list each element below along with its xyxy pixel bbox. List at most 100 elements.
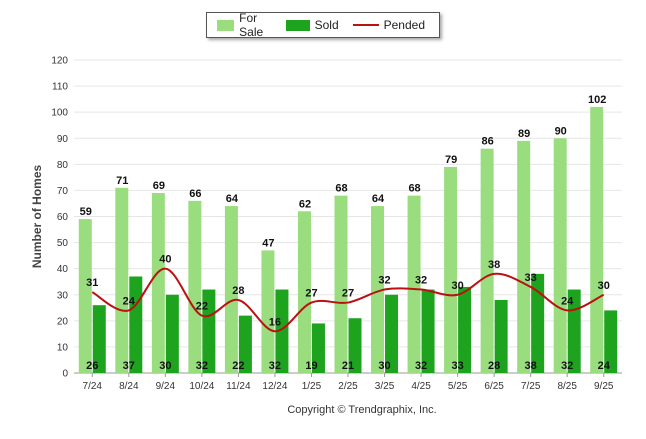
- bar-for-sale: [517, 140, 531, 373]
- bar-sold: [458, 286, 472, 373]
- data-label-for-sale: 66: [189, 188, 201, 200]
- y-tick-label: 10: [57, 342, 69, 353]
- bar-for-sale: [480, 148, 494, 373]
- data-label-pended: 22: [196, 301, 208, 313]
- legend-label-for-sale: For Sale: [239, 11, 264, 39]
- x-tick-label: 2/25: [338, 381, 358, 392]
- x-tick-label: 8/25: [557, 381, 577, 392]
- data-label-for-sale: 86: [482, 136, 494, 148]
- data-label-for-sale: 64: [226, 193, 239, 205]
- data-label-pended: 24: [123, 295, 136, 307]
- copyright-text: Copyright © Trendgraphix, Inc.: [287, 404, 436, 416]
- data-label-for-sale: 79: [445, 154, 457, 166]
- bar-sold: [604, 310, 618, 373]
- bar-sold: [348, 318, 362, 373]
- data-label-pended: 16: [269, 316, 281, 328]
- data-label-for-sale: 90: [555, 125, 567, 137]
- legend-swatch-pended: [352, 24, 379, 26]
- x-tick-label: 9/25: [594, 381, 614, 392]
- x-tick-label: 12/24: [262, 381, 287, 392]
- data-label-sold: 37: [123, 360, 135, 372]
- data-label-pended: 32: [415, 275, 427, 287]
- y-axis-title: Number of Homes: [30, 165, 44, 269]
- data-label-sold: 32: [269, 360, 281, 372]
- data-label-for-sale: 59: [80, 206, 92, 218]
- bar-sold: [385, 294, 399, 373]
- data-label-for-sale: 68: [335, 183, 347, 195]
- data-label-sold: 24: [598, 360, 611, 372]
- bar-for-sale: [261, 250, 275, 373]
- data-label-sold: 32: [196, 360, 208, 372]
- x-tick-label: 8/24: [119, 381, 139, 392]
- bar-for-sale: [590, 106, 604, 373]
- x-tick-label: 5/25: [448, 381, 468, 392]
- y-tick-label: 0: [62, 369, 68, 380]
- x-tick-label: 6/25: [484, 381, 504, 392]
- legend-label-sold: Sold: [314, 18, 339, 32]
- data-label-pended: 32: [378, 275, 390, 287]
- data-label-pended: 38: [488, 259, 500, 271]
- y-tick-label: 70: [57, 186, 69, 197]
- data-label-sold: 28: [488, 360, 500, 372]
- data-label-sold: 26: [86, 360, 98, 372]
- bar-for-sale: [188, 200, 202, 373]
- legend-item-pended[interactable]: Pended: [352, 18, 425, 32]
- data-label-sold: 30: [159, 360, 171, 372]
- bar-for-sale: [151, 193, 165, 373]
- legend: For Sale Sold Pended: [206, 11, 440, 39]
- data-label-sold: 19: [305, 360, 317, 372]
- y-tick-label: 20: [57, 316, 69, 327]
- x-tick-label: 9/24: [156, 381, 176, 392]
- data-label-pended: 33: [525, 272, 537, 284]
- y-tick-label: 40: [57, 264, 69, 275]
- legend-label-pended: Pended: [383, 18, 425, 32]
- x-tick-label: 4/25: [411, 381, 431, 392]
- y-tick-label: 80: [57, 160, 69, 171]
- data-label-for-sale: 47: [262, 237, 274, 249]
- legend-swatch-for-sale: [217, 19, 235, 31]
- data-label-pended: 27: [342, 288, 354, 300]
- bar-for-sale: [553, 138, 567, 373]
- bar-for-sale: [371, 206, 385, 373]
- bar-sold: [531, 273, 545, 373]
- y-tick-label: 30: [57, 290, 69, 301]
- data-label-for-sale: 89: [518, 128, 530, 140]
- data-label-for-sale: 69: [153, 180, 165, 192]
- data-label-sold: 32: [561, 360, 573, 372]
- line-pended: [91, 267, 605, 333]
- data-label-sold: 33: [451, 360, 463, 372]
- data-label-for-sale: 64: [372, 193, 385, 205]
- legend-item-sold[interactable]: Sold: [285, 18, 339, 32]
- x-tick-label: 3/25: [375, 381, 395, 392]
- bar-for-sale: [224, 206, 238, 373]
- data-label-sold: 22: [232, 360, 244, 372]
- data-label-sold: 21: [342, 360, 354, 372]
- data-label-for-sale: 62: [299, 198, 311, 210]
- y-tick-label: 50: [57, 238, 69, 249]
- legend-item-for-sale[interactable]: For Sale: [217, 11, 272, 39]
- x-tick-label: 7/24: [83, 381, 103, 392]
- bar-sold: [275, 289, 289, 373]
- data-label-for-sale: 68: [408, 183, 420, 195]
- bar-sold: [129, 276, 143, 373]
- x-tick-label: 7/25: [521, 381, 541, 392]
- y-tick-label: 90: [57, 134, 69, 145]
- bar-sold: [238, 315, 252, 373]
- bar-for-sale: [334, 195, 348, 373]
- x-tick-label: 10/24: [189, 381, 214, 392]
- bar-for-sale: [444, 166, 458, 373]
- data-label-pended: 28: [232, 285, 244, 297]
- bar-sold: [165, 294, 179, 373]
- x-tick-label: 11/24: [226, 381, 251, 392]
- legend-swatch-sold: [285, 19, 310, 31]
- data-label-pended: 30: [598, 280, 610, 292]
- y-tick-label: 110: [52, 82, 68, 93]
- y-tick-label: 60: [57, 212, 69, 223]
- data-label-pended: 40: [159, 254, 171, 266]
- data-label-pended: 31: [86, 277, 98, 289]
- x-tick-label: 1/25: [302, 381, 322, 392]
- y-tick-label: 120: [51, 56, 68, 67]
- bar-for-sale: [78, 219, 92, 373]
